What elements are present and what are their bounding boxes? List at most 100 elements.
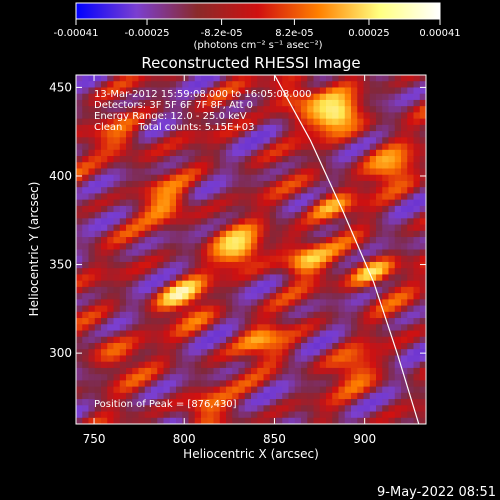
heatmap-cell: [213, 224, 221, 232]
heatmap-cell: [344, 255, 352, 263]
heatmap-cell: [82, 75, 89, 82]
heatmap-cell: [213, 349, 221, 356]
heatmap-cell: [251, 131, 258, 138]
heatmap-cell: [107, 75, 114, 82]
heatmap-cell: [326, 305, 333, 313]
heatmap-cell: [288, 299, 296, 306]
heatmap-cell: [244, 268, 252, 275]
heatmap-cell: [407, 199, 414, 207]
heatmap-cell: [382, 411, 389, 419]
heatmap-cell: [163, 212, 171, 219]
heatmap-cell: [88, 99, 96, 107]
heatmap-cell: [282, 280, 289, 288]
heatmap-cell: [326, 274, 333, 282]
heatmap-cell: [319, 355, 327, 363]
heatmap-cell: [132, 324, 139, 331]
heatmap-cell: [376, 81, 383, 88]
heatmap-cell: [382, 87, 389, 95]
heatmap-cell: [126, 399, 133, 406]
heatmap-cell: [282, 187, 289, 194]
heatmap-cell: [369, 218, 377, 225]
heatmap-cell: [419, 174, 426, 182]
heatmap-cell: [126, 361, 133, 369]
heatmap-cell: [394, 349, 402, 356]
heatmap-cell: [163, 99, 171, 107]
heatmap-cell: [369, 131, 377, 138]
heatmap-cell: [282, 162, 289, 169]
heatmap-cell: [213, 199, 221, 207]
heatmap-cell: [144, 417, 152, 424]
heatmap-cell: [151, 124, 158, 132]
heatmap-cell: [188, 380, 196, 388]
heatmap-cell: [238, 255, 246, 263]
heatmap-cell: [338, 149, 346, 157]
heatmap-cell: [407, 205, 414, 213]
heatmap-cell: [276, 112, 283, 120]
heatmap-cell: [219, 174, 227, 182]
heatmap-cell: [132, 255, 139, 263]
heatmap-cell: [401, 299, 408, 306]
heatmap-cell: [419, 193, 426, 201]
heatmap-cell: [244, 305, 252, 313]
heatmap-cell: [76, 249, 83, 257]
heatmap-cell: [207, 386, 214, 394]
heatmap-cell: [151, 367, 158, 375]
heatmap-cell: [338, 286, 346, 294]
heatmap-cell: [269, 230, 277, 238]
heatmap-cell: [319, 212, 327, 219]
heatmap-cell: [101, 224, 108, 232]
heatmap-cell: [126, 218, 133, 225]
heatmap-cell: [201, 162, 208, 169]
heatmap-cell: [94, 131, 102, 138]
heatmap-cell: [363, 168, 371, 176]
heatmap-cell: [419, 137, 426, 144]
heatmap-cell: [313, 286, 321, 294]
heatmap-cell: [244, 118, 252, 126]
heatmap-cell: [251, 324, 258, 331]
heatmap-cell: [388, 324, 396, 331]
heatmap-cell: [288, 124, 296, 132]
heatmap-cell: [326, 193, 333, 201]
heatmap-cell: [357, 212, 364, 219]
heatmap-cell: [151, 274, 158, 282]
heatmap-cell: [332, 299, 339, 306]
heatmap-cell: [269, 305, 277, 313]
heatmap-cell: [263, 293, 271, 300]
heatmap-cell: [276, 237, 283, 244]
heatmap-cell: [276, 255, 283, 263]
info-annotations: 13-Mar-2012 15:59:08.000 to 16:05:08.000…: [94, 89, 312, 410]
heatmap-cell: [401, 305, 408, 313]
heatmap-cell: [157, 367, 164, 375]
heatmap-cell: [138, 349, 146, 356]
heatmap-cell: [388, 106, 396, 113]
heatmap-cell: [313, 361, 321, 369]
heatmap-cell: [188, 131, 196, 138]
heatmap-cell: [163, 336, 171, 344]
heatmap-cell: [307, 349, 314, 356]
heatmap-cell: [319, 81, 327, 88]
heatmap-cell: [94, 81, 102, 88]
heatmap-cell: [169, 261, 177, 269]
heatmap-cell: [76, 318, 83, 325]
heatmap-cell: [357, 162, 364, 169]
heatmap-cell: [419, 99, 426, 107]
heatmap-cell: [363, 162, 371, 169]
heatmap-cell: [232, 392, 239, 400]
heatmap-cell: [294, 81, 302, 88]
heatmap-cell: [394, 268, 402, 275]
heatmap-cell: [269, 193, 277, 201]
heatmap-cell: [326, 324, 333, 331]
heatmap-cell: [313, 162, 321, 169]
heatmap-cell: [351, 230, 358, 238]
heatmap-cell: [282, 324, 289, 331]
heatmap-cell: [194, 318, 202, 325]
heatmap-cell: [307, 280, 314, 288]
heatmap-cell: [282, 249, 289, 257]
heatmap-cell: [313, 268, 321, 275]
heatmap-cell: [244, 93, 252, 101]
heatmap-cell: [151, 212, 158, 219]
heatmap-cell: [288, 174, 296, 182]
heatmap-cell: [244, 380, 252, 388]
heatmap-cell: [194, 180, 202, 188]
heatmap-cell: [76, 305, 83, 313]
